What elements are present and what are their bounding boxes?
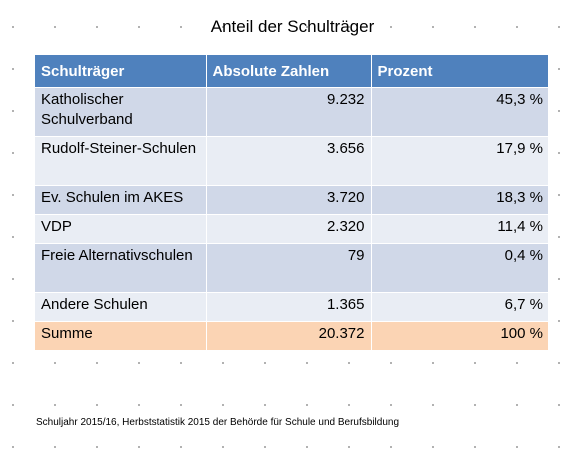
table-header-row: Schulträger Absolute Zahlen Prozent xyxy=(35,55,548,88)
cell-absolute: 79 xyxy=(205,243,371,293)
column-header-prozent: Prozent xyxy=(370,55,548,88)
cell-total-percent: 100 % xyxy=(370,321,548,350)
cell-total-absolute: 20.372 xyxy=(205,321,371,350)
table-row: Freie Alternativschulen 79 0,4 % xyxy=(35,243,548,293)
cell-absolute: 1.365 xyxy=(205,292,371,322)
cell-name: Rudolf-Steiner-Schulen xyxy=(35,136,206,186)
total-row: Summe 20.372 100 % xyxy=(35,321,548,350)
cell-absolute: 2.320 xyxy=(205,214,371,244)
table-row: Andere Schulen 1.365 6,7 % xyxy=(35,292,548,322)
column-header-absolute: Absolute Zahlen xyxy=(205,55,371,88)
cell-percent: 0,4 % xyxy=(370,243,548,293)
cell-name: Freie Alternativschulen xyxy=(35,243,206,293)
table-row: Ev. Schulen im AKES 3.720 18,3 % xyxy=(35,185,548,215)
cell-percent: 17,9 % xyxy=(370,136,548,186)
cell-percent: 45,3 % xyxy=(370,87,548,137)
cell-total-name: Summe xyxy=(35,321,206,350)
cell-absolute: 3.656 xyxy=(205,136,371,186)
cell-percent: 11,4 % xyxy=(370,214,548,244)
schultraeger-table: Schulträger Absolute Zahlen Prozent Kath… xyxy=(35,55,548,350)
cell-absolute: 9.232 xyxy=(205,87,371,137)
cell-name: Ev. Schulen im AKES xyxy=(35,185,206,215)
table-row: VDP 2.320 11,4 % xyxy=(35,214,548,244)
source-note: Schuljahr 2015/16, Herbststatistik 2015 … xyxy=(36,417,400,428)
table-row: Rudolf-Steiner-Schulen 3.656 17,9 % xyxy=(35,136,548,186)
cell-absolute: 3.720 xyxy=(205,185,371,215)
cell-name: Andere Schulen xyxy=(35,292,206,322)
cell-name: Katholischer Schulverband xyxy=(35,87,206,137)
table-row: Katholischer Schulverband 9.232 45,3 % xyxy=(35,87,548,137)
cell-percent: 6,7 % xyxy=(370,292,548,322)
cell-percent: 18,3 % xyxy=(370,185,548,215)
column-header-schultraeger: Schulträger xyxy=(35,55,206,88)
cell-name: VDP xyxy=(35,214,206,244)
table-title: Anteil der Schulträger xyxy=(210,17,375,36)
